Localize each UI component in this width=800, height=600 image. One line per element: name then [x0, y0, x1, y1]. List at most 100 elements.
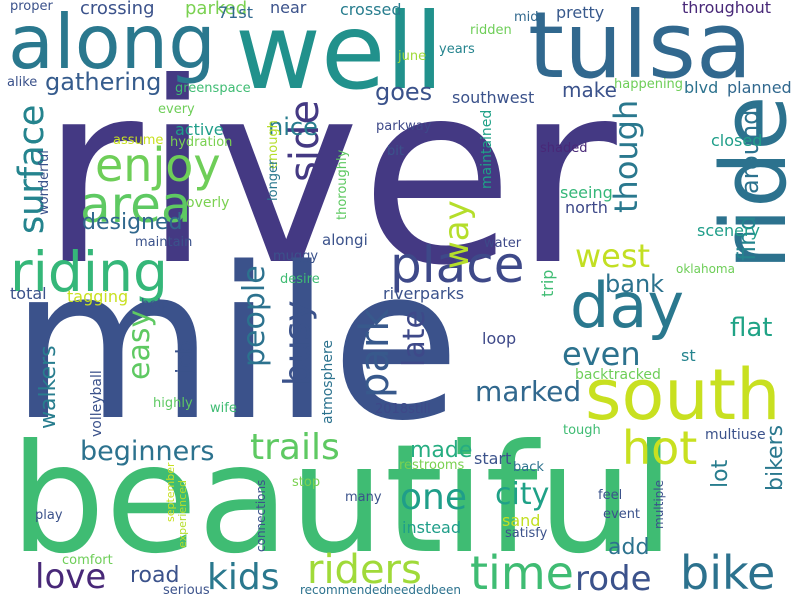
- word-feel: feel: [598, 488, 623, 503]
- word-maintain: maintain: [135, 235, 193, 250]
- word-71st: 71st: [218, 3, 253, 22]
- word-southwest: southwest: [452, 88, 535, 107]
- word-north: north: [565, 198, 608, 217]
- word-bike: bike: [680, 546, 776, 600]
- word-add: add: [608, 535, 650, 560]
- word-day: day: [570, 269, 685, 342]
- word-road: road: [130, 563, 180, 588]
- word-mile: mile: [10, 222, 461, 467]
- word-planned: planned: [727, 78, 792, 97]
- word-start: start: [474, 449, 512, 468]
- word-tagging: tagging: [67, 287, 129, 306]
- word-st: st: [681, 346, 696, 365]
- word-serious: serious: [163, 583, 210, 598]
- word-recommended: recommended: [300, 583, 387, 597]
- word-time: time: [470, 546, 574, 600]
- word-atmosphere: atmosphere: [320, 340, 336, 424]
- word-multiuse: multiuse: [705, 427, 766, 443]
- word-make: make: [562, 78, 617, 102]
- word-parkway: parkway: [376, 119, 432, 134]
- word-september: september: [164, 462, 177, 522]
- word-years: years: [439, 42, 475, 57]
- word-flat: flat: [730, 313, 773, 343]
- word-multiple: multiple: [652, 480, 666, 530]
- word-south: south: [585, 354, 781, 436]
- word-marked: marked: [475, 375, 582, 408]
- word-bank: bank: [605, 270, 665, 298]
- word-maintained: maintained: [479, 110, 495, 190]
- word-riding: riding: [10, 240, 168, 304]
- word-happening: happening: [614, 77, 684, 92]
- word-river: river: [40, 29, 617, 320]
- word-crossing: crossing: [80, 0, 155, 19]
- word-around: around: [736, 110, 764, 195]
- word-oklahoma: oklahoma: [676, 262, 735, 276]
- word-job: job: [173, 340, 198, 374]
- word-one: one: [400, 477, 467, 518]
- word-pretty: pretty: [556, 3, 605, 22]
- word-area: area: [80, 176, 192, 234]
- word-alike: alike: [7, 75, 38, 90]
- word-every: every: [158, 102, 195, 117]
- word-enjoy: enjoy: [95, 138, 221, 192]
- word-shaded: shaded: [540, 141, 588, 156]
- word-greenspace: greenspace: [175, 81, 251, 96]
- word-hydration: hydration: [170, 135, 233, 150]
- word-thoroughly: thoroughly: [335, 150, 350, 221]
- word-play: play: [35, 508, 63, 523]
- word-mid: mid: [514, 10, 539, 25]
- word-water: water: [484, 236, 522, 251]
- word-alongi: alongi: [322, 231, 368, 249]
- word-total: total: [10, 284, 47, 303]
- word-well: well: [235, 0, 444, 113]
- word-june: june: [398, 49, 427, 64]
- word-restrooms: restrooms: [399, 458, 465, 473]
- word-easy: easy: [122, 310, 157, 381]
- word-designed: designed: [82, 210, 183, 235]
- word-walkers: walkers: [36, 345, 61, 429]
- word-park: park: [352, 308, 398, 398]
- word-along: along: [8, 0, 216, 86]
- word-beginners: beginners: [80, 436, 215, 467]
- word-riverparks: riverparks: [383, 284, 465, 303]
- word-blvd: blvd: [684, 78, 719, 97]
- word-connections: connections: [254, 480, 268, 553]
- word-comfort: comfort: [62, 553, 113, 568]
- word-crossed: crossed: [340, 0, 402, 19]
- word-near: near: [270, 0, 307, 17]
- word-west: west: [575, 237, 651, 275]
- word-goes: goes: [375, 78, 433, 106]
- word-city: city: [495, 477, 550, 512]
- word-gathering: gathering: [45, 68, 162, 96]
- word-wonderful: wonderful: [37, 150, 52, 215]
- word-parked: parked: [185, 0, 248, 19]
- word-desire: desire: [280, 272, 320, 287]
- word-satisfy: satisfy: [505, 526, 548, 541]
- word-busy: busy: [277, 300, 318, 386]
- word-nice: nice: [268, 113, 318, 141]
- word-overly: overly: [186, 195, 230, 211]
- word-muggy: muggy: [273, 249, 319, 264]
- word-made: made: [410, 438, 473, 463]
- word-trip: trip: [538, 270, 557, 298]
- word-assume: assume: [113, 133, 164, 148]
- word-scenery: scenery: [697, 221, 761, 240]
- word-2018still: 2018still: [375, 402, 431, 417]
- word-way: way: [437, 200, 477, 269]
- word-tulsa: tulsa: [528, 0, 753, 99]
- word-throughout: throughout: [682, 0, 772, 17]
- word-active: active: [175, 120, 224, 139]
- word-highly: highly: [153, 396, 193, 411]
- word-backtracked: backtracked: [575, 367, 661, 383]
- word-proper: proper: [10, 0, 53, 14]
- word-event: event: [603, 507, 641, 522]
- word-help: help: [141, 297, 170, 312]
- word-though: though: [607, 100, 645, 214]
- word-love: love: [35, 557, 107, 597]
- word-back: back: [513, 460, 544, 475]
- word-trails: trails: [250, 427, 340, 468]
- word-hot: hot: [622, 421, 698, 475]
- word-late: late: [397, 310, 432, 367]
- word-kids: kids: [207, 557, 280, 598]
- word-riders: riders: [307, 547, 422, 593]
